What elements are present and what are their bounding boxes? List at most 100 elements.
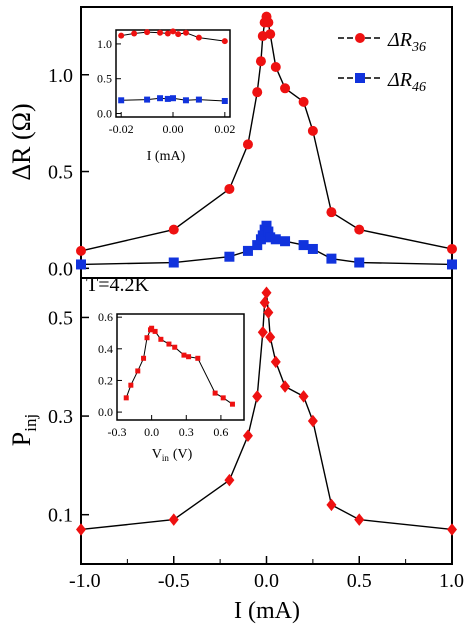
top-series-1-point-2 (224, 251, 235, 262)
top-series-0-point-0 (76, 245, 86, 256)
top-inset-frame (115, 29, 231, 118)
top-series-1-point-9 (263, 226, 274, 237)
bottom-inset-y-tick-label-2: 0.4 (98, 342, 113, 356)
bottom-y-tick-label-0: 0.1 (48, 505, 73, 527)
bottom-inset-series-0-point-2 (135, 368, 141, 374)
bottom-y-axis-label-sub: inj (21, 414, 40, 432)
top-inset-series-0-point-9 (221, 38, 228, 45)
bottom-series-0-point-12 (298, 390, 309, 403)
top-inset-x-tick-label-1: 0.00 (163, 122, 184, 136)
bottom-inset-series-0-point-8 (158, 336, 164, 342)
top-series-0-point-17 (447, 243, 457, 254)
top-series-0-point-11 (270, 62, 281, 73)
bottom-inset-series-0-point-15 (220, 395, 226, 401)
bottom-series-0-point-5 (257, 325, 268, 339)
top-inset-y-tick-label-2: 1.0 (97, 37, 112, 51)
top-inset-series-0-point-1 (131, 30, 138, 37)
top-inset-series-layer (118, 28, 228, 104)
top-series-1-point-12 (280, 236, 291, 247)
bottom-series-0-point-1 (168, 513, 179, 526)
legend-marker-r36 (355, 33, 365, 43)
top-series-1-point-11 (270, 234, 281, 245)
top-series-0-point-15 (326, 207, 337, 218)
inset-x-label-sub: in (162, 453, 170, 463)
bottom-series-0-point-13 (307, 414, 318, 428)
top-series-0-point-9 (263, 17, 274, 28)
bottom-y-axis-label-main: P (7, 432, 36, 446)
temperature-annotation: T=4.2K (86, 274, 149, 296)
top-series-0-point-2 (224, 183, 235, 194)
legend-marker-r46 (355, 73, 365, 83)
bottom-series-0-point-7 (261, 286, 272, 300)
top-inset-series-0-point-0 (118, 32, 125, 39)
bottom-inset-series-0-point-1 (128, 382, 134, 388)
top-y-tick-label-1: 0.5 (48, 162, 73, 184)
bottom-inset-series-0-point-0 (123, 395, 129, 401)
top-series-1-point-16 (354, 257, 365, 268)
bottom-inset-series-layer (123, 325, 235, 407)
top-series-0-point-5 (255, 56, 266, 67)
top-series-0-point-12 (280, 83, 291, 94)
bottom-inset-series-0-point-16 (229, 401, 235, 407)
top-inset-series-1-point-4 (170, 95, 176, 102)
bottom-panel: 0.1 0.3 0.5 -1.0 -0.5 0.0 0.5 1.0 T=4.2K Pinj I… (7, 274, 464, 624)
bottom-series-0-point-14 (326, 498, 337, 512)
top-series-1-point-14 (307, 243, 318, 254)
bottom-inset-series-0-point-9 (166, 341, 172, 347)
top-inset-series-1-point-2 (157, 95, 164, 102)
top-series-1-point-3 (242, 245, 253, 256)
bottom-y-axis-label: Pinj (7, 414, 40, 446)
bottom-inset-y-tick-label-1: 0.2 (98, 373, 113, 387)
legend-label-r36: ΔR36 (387, 29, 426, 55)
bottom-inset-x-tick-label-1: 0.0 (144, 425, 159, 439)
bottom-series-0-point-4 (252, 390, 263, 403)
top-inset-series-0-point-8 (195, 34, 202, 41)
bottom-series-0-point-3 (242, 429, 253, 443)
top-inset-series-0-point-6 (175, 31, 182, 38)
top-axis-ticks: 0.0 0.5 1.0 (48, 65, 89, 280)
top-series-0-point-1 (168, 224, 179, 235)
bottom-x-tick-label-4: 1.0 (439, 570, 464, 592)
top-series-0-point-16 (354, 224, 365, 235)
bottom-inset-series-0-point-3 (141, 355, 147, 361)
bottom-series-0-point-0 (76, 523, 86, 536)
inset-x-label-main: V (152, 447, 162, 462)
bottom-series-0-point-11 (280, 380, 291, 393)
top-inset-x-tick-label-2: 0.02 (214, 122, 235, 136)
top-series-1-point-8 (261, 220, 272, 231)
top-inset-series-1-point-7 (221, 97, 228, 104)
top-series-1-point-6 (257, 230, 268, 241)
bottom-series-layer (76, 286, 457, 536)
top-y-tick-label-2: 1.0 (48, 65, 73, 87)
x-axis-label: I (mA) (234, 598, 300, 624)
top-inset: 0.0 0.5 1.0 -0.02 0.00 0.02 I (mA) (97, 28, 235, 164)
bottom-axis-ticks: 0.1 0.3 0.5 -1.0 -0.5 0.0 0.5 1.0 (48, 307, 464, 592)
bottom-x-tick-label-3: 0.5 (347, 570, 372, 592)
top-inset-y-tick-label-0: 0.0 (97, 107, 112, 121)
top-series-layer (76, 11, 457, 270)
top-series-0-point-4 (252, 87, 263, 98)
top-legend: ΔR36 ΔR46 (338, 29, 426, 95)
top-series-0-point-14 (307, 125, 318, 136)
bottom-y-tick-label-2: 0.5 (48, 307, 73, 329)
bottom-inset-frame (116, 313, 245, 421)
bottom-inset-ticks: 0.0 0.2 0.4 0.6 -0.3 0.0 0.3 0.6 (98, 310, 228, 439)
bottom-inset-series-0-point-13 (195, 355, 201, 361)
top-inset-series-1-point-1 (144, 96, 151, 103)
top-inset-series-0-point-3 (157, 29, 164, 36)
top-inset-series-1-point-6 (195, 96, 202, 103)
bottom-x-tick-label-1: -0.5 (158, 570, 190, 592)
legend-label-r46: ΔR46 (387, 69, 426, 95)
top-y-tick-label-0: 0.0 (48, 258, 73, 280)
top-inset-y-tick-label-1: 0.5 (97, 72, 112, 86)
top-series-0-point-10 (265, 29, 276, 40)
bottom-series-0-point-9 (265, 330, 276, 344)
top-inset-x-tick-label-0: -0.02 (109, 122, 134, 136)
bottom-series-0-point-10 (270, 355, 281, 369)
bottom-inset-x-tick-label-2: 0.3 (179, 425, 194, 439)
top-inset-series-1-point-0 (118, 97, 125, 104)
bottom-x-tick-label-2: 0.0 (254, 570, 279, 592)
bottom-inset-series-0-point-11 (181, 352, 187, 358)
bottom-inset: 0.0 0.2 0.4 0.6 -0.3 0.0 0.3 0.6 Vin (V) (98, 310, 245, 463)
bottom-inset-y-tick-label-3: 0.6 (98, 310, 113, 324)
